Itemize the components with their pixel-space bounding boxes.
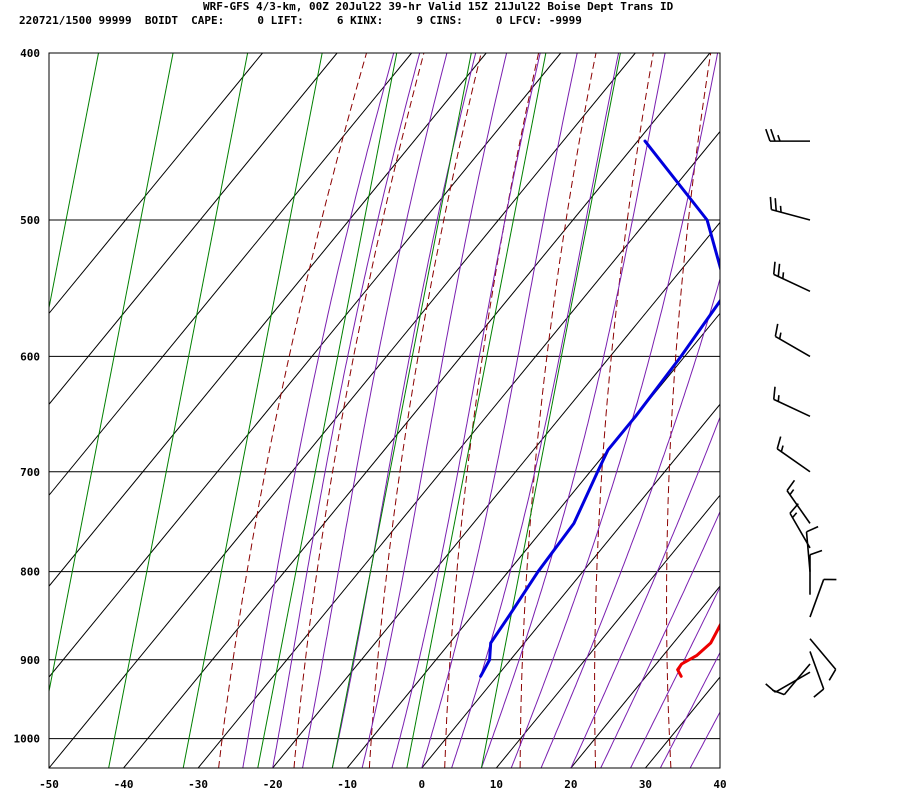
mixing-ratio-line	[480, 53, 621, 768]
moist-adiabat	[242, 53, 395, 768]
wind-barb	[805, 525, 819, 572]
mixing-ratio-line	[257, 53, 398, 768]
isotherm	[49, 53, 338, 406]
wind-barb	[809, 549, 823, 595]
background-grid	[49, 53, 897, 768]
isotherm	[719, 767, 720, 768]
mixing-ratio-line	[406, 53, 547, 768]
moist-adiabat	[421, 53, 578, 768]
wind-barb	[772, 261, 811, 293]
wind-barb	[809, 651, 825, 698]
moist-adiabat	[272, 53, 421, 768]
temperature-tick-label: -40	[114, 778, 134, 791]
moist-adiabat	[600, 510, 720, 768]
dry-adiabat	[218, 53, 367, 768]
sounding-traces	[479, 139, 720, 678]
moist-adiabat	[391, 53, 541, 768]
pressure-tick-label: 800	[20, 566, 40, 579]
moist-adiabat	[361, 53, 508, 768]
wind-barbs	[765, 128, 837, 698]
pressure-tick-label: 700	[20, 466, 40, 479]
temperature-tick-label: 30	[639, 778, 652, 791]
isotherm	[495, 494, 720, 768]
chart-title: WRF-GFS 4/3-km, 00Z 20Jul22 39-hr Valid …	[203, 0, 674, 13]
pressure-tick-label: 500	[20, 214, 40, 227]
mixing-ratio-line	[49, 53, 174, 694]
isotherm	[197, 130, 720, 768]
temperature-tick-label: -50	[39, 778, 59, 791]
temperature-tick-label: -20	[263, 778, 283, 791]
moist-adiabat	[480, 53, 666, 768]
wind-barb	[786, 479, 811, 524]
moist-adiabat	[451, 53, 620, 768]
temperature-tick-label: 10	[490, 778, 503, 791]
dry-adiabat	[519, 53, 597, 768]
dewpoint-trace	[479, 139, 720, 678]
pressure-axis: 400 500 600 700 800 900 1000	[14, 47, 41, 746]
dry-adiabat	[736, 53, 768, 768]
moist-adiabat	[331, 53, 477, 768]
temperature-tick-label: -10	[337, 778, 357, 791]
moist-adiabat	[570, 415, 720, 768]
moist-adiabat	[510, 53, 719, 768]
isotherm	[49, 53, 487, 587]
wind-barb	[774, 323, 811, 358]
isotherm	[49, 53, 636, 768]
moist-adiabat	[719, 766, 720, 768]
mixing-ratio-line	[49, 53, 99, 311]
moist-adiabat	[659, 651, 720, 768]
isotherm	[123, 53, 711, 768]
wind-barb	[765, 128, 810, 142]
wind-barb	[769, 196, 811, 221]
temperature-tick-label: 20	[564, 778, 577, 791]
moist-adiabat	[689, 711, 720, 768]
moist-adiabat	[540, 277, 720, 768]
pressure-tick-label: 400	[20, 47, 40, 60]
temperature-tick-label: -30	[188, 778, 208, 791]
dry-adiabat	[665, 53, 712, 768]
moist-adiabat	[630, 586, 720, 768]
temperature-axis: -50 -40 -30 -20 -10 0 10 20 30 40	[39, 778, 727, 791]
isotherm	[421, 403, 720, 768]
isotherm	[49, 53, 562, 678]
isotherm	[346, 312, 720, 768]
dry-adiabat	[368, 53, 482, 768]
mixing-ratio-line	[182, 53, 323, 768]
isotherm	[49, 53, 263, 315]
wind-barb	[765, 671, 811, 693]
wind-barb	[809, 578, 837, 618]
pressure-tick-label: 600	[20, 350, 40, 363]
isotherm	[49, 53, 413, 497]
dry-adiabat	[869, 53, 897, 768]
dry-adiabat	[594, 53, 654, 768]
isotherm	[570, 585, 720, 768]
plot-frame	[48, 52, 721, 769]
temperature-tick-label: 40	[713, 778, 726, 791]
pressure-tick-label: 1000	[14, 733, 41, 746]
temperature-trace	[676, 622, 720, 678]
wind-barb	[772, 386, 811, 418]
dry-adiabat	[804, 53, 826, 768]
temperature-tick-label: 0	[418, 778, 425, 791]
isotherm	[272, 221, 720, 768]
pressure-tick-label: 900	[20, 654, 40, 667]
mixing-ratio-line	[108, 53, 249, 768]
wind-barb	[809, 638, 837, 681]
moist-adiabat	[302, 53, 448, 768]
dry-adiabat	[293, 53, 425, 768]
mixing-ratio-line	[331, 53, 472, 768]
sounding-stats: 220721/1500 99999 BOIDT CAPE: 0 LIFT: 6 …	[19, 14, 582, 27]
wind-barb	[776, 436, 811, 473]
